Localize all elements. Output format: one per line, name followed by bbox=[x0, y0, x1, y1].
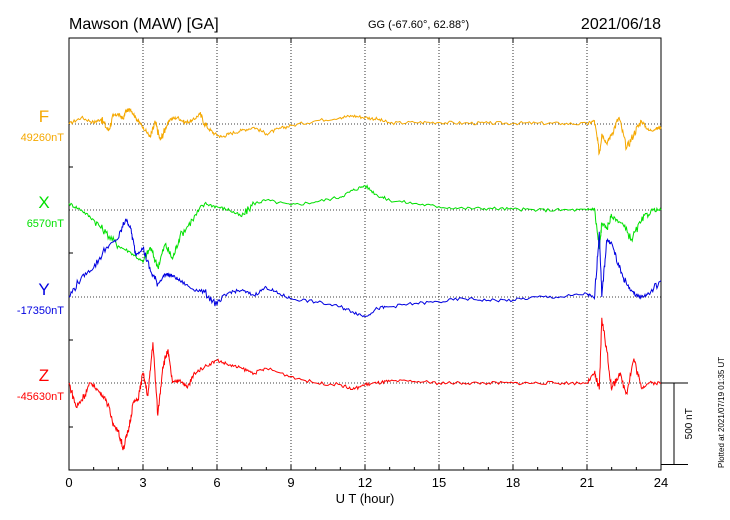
scale-bar: 500 nT bbox=[661, 382, 695, 465]
coordinates-label: GG (-67.60°, 62.88°) bbox=[368, 19, 469, 31]
x-tick-label: 9 bbox=[287, 475, 294, 490]
x-axis-label: U T (hour) bbox=[336, 491, 395, 506]
axis-ticks bbox=[68, 38, 662, 470]
x-tick-label: 21 bbox=[580, 475, 594, 490]
series-baseline-x: 6570nT bbox=[27, 218, 65, 230]
x-tick-label: 6 bbox=[213, 475, 220, 490]
x-tick-label: 3 bbox=[139, 475, 146, 490]
series-name-z: Z bbox=[39, 366, 49, 385]
series-baseline-f: 49260nT bbox=[21, 132, 65, 144]
series-line-x bbox=[68, 184, 662, 270]
x-tick-label: 0 bbox=[65, 475, 72, 490]
series-group bbox=[68, 107, 662, 451]
date-label: 2021/06/18 bbox=[581, 16, 661, 33]
series-name-f: F bbox=[39, 107, 49, 126]
series-line-z bbox=[68, 317, 662, 451]
x-tick-label: 18 bbox=[506, 475, 520, 490]
x-tick-label: 24 bbox=[654, 475, 668, 490]
plotted-at-note: Plotted at 2021/07/19 01:35 UT bbox=[717, 357, 726, 468]
series-baseline-y: -17350nT bbox=[17, 305, 64, 317]
x-tick-label: 15 bbox=[432, 475, 446, 490]
series-baseline-z: -45630nT bbox=[17, 391, 64, 403]
scale-bar-label: 500 nT bbox=[684, 408, 695, 439]
x-tick-label: 12 bbox=[358, 475, 372, 490]
series-name-y: Y bbox=[38, 280, 49, 299]
x-tick-labels: 0 3 6 9 12 15 18 21 24 bbox=[65, 475, 668, 490]
grid bbox=[69, 38, 661, 470]
series-name-x: X bbox=[38, 193, 49, 212]
station-title: Mawson (MAW) [GA] bbox=[69, 16, 219, 33]
series-labels: F 49260nT X 6570nT Y -17350nT Z -45630nT bbox=[17, 107, 64, 403]
series-line-y bbox=[68, 218, 662, 318]
series-line-f bbox=[68, 107, 662, 156]
